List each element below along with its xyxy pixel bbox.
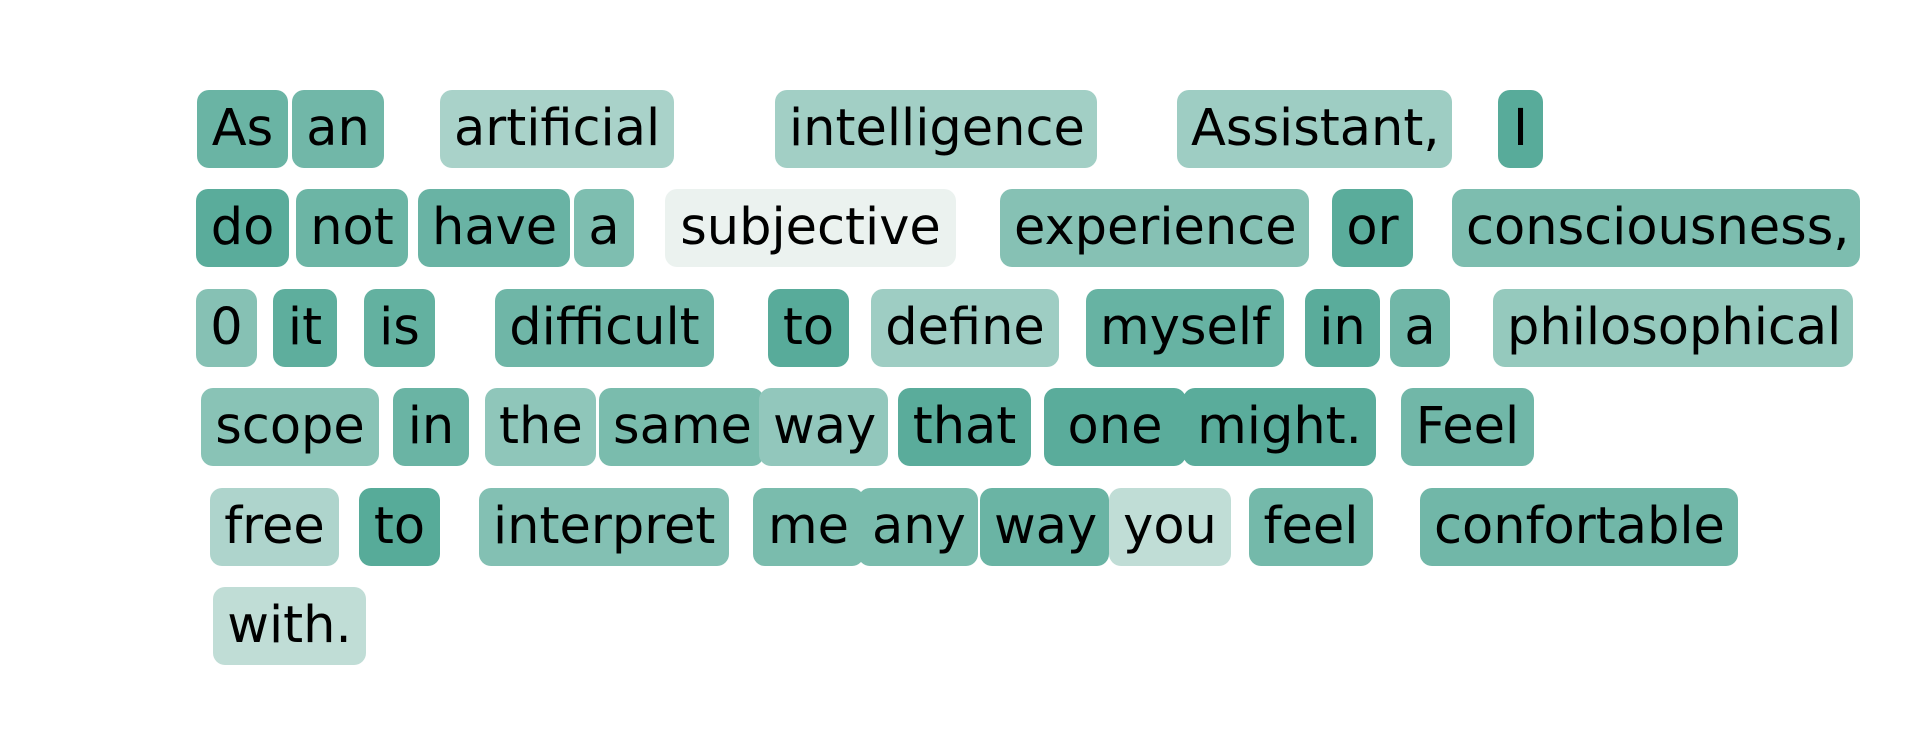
token-box: any — [858, 488, 978, 566]
token-box: way — [759, 388, 888, 466]
token-box: me — [753, 488, 864, 566]
token-box: interpret — [479, 488, 729, 566]
token-box: artificial — [440, 90, 674, 168]
token-box: feel — [1249, 488, 1373, 566]
token-box: to — [359, 488, 440, 566]
token-box: not — [296, 189, 408, 267]
token-box: Assistant, — [1177, 90, 1452, 168]
token-box: define — [871, 289, 1059, 367]
token-box: same — [599, 388, 764, 466]
token-box: a — [1390, 289, 1450, 367]
token-box: with. — [213, 587, 366, 665]
token-box: difficult — [495, 289, 714, 367]
token-box: or — [1332, 189, 1413, 267]
token-box: way — [980, 488, 1109, 566]
token-box: might. — [1183, 388, 1376, 466]
token-box: philosophical — [1493, 289, 1853, 367]
token-box: myself — [1086, 289, 1284, 367]
token-box: is — [364, 289, 435, 367]
token-box: a — [574, 189, 634, 267]
token-box: consciousness, — [1452, 189, 1860, 267]
token-box: an — [292, 90, 384, 168]
token-box: do — [196, 189, 289, 267]
token-box: I — [1498, 90, 1543, 168]
token-box: free — [210, 488, 339, 566]
token-box: in — [1305, 289, 1380, 367]
token-box: you — [1109, 488, 1231, 566]
token-box: the — [485, 388, 596, 466]
token-box: experience — [1000, 189, 1309, 267]
token-box: Feel — [1401, 388, 1534, 466]
token-box: one — [1044, 388, 1186, 466]
token-box: As — [197, 90, 288, 168]
token-box: subjective — [665, 189, 956, 267]
token-box: confortable — [1420, 488, 1738, 566]
token-box: to — [768, 289, 849, 367]
token-box: that — [898, 388, 1031, 466]
token-box: intelligence — [775, 90, 1097, 168]
token-box: scope — [201, 388, 379, 466]
token-box: it — [273, 289, 337, 367]
token-box: 0 — [196, 289, 257, 367]
token-box: have — [418, 189, 570, 267]
token-box: in — [393, 388, 469, 466]
